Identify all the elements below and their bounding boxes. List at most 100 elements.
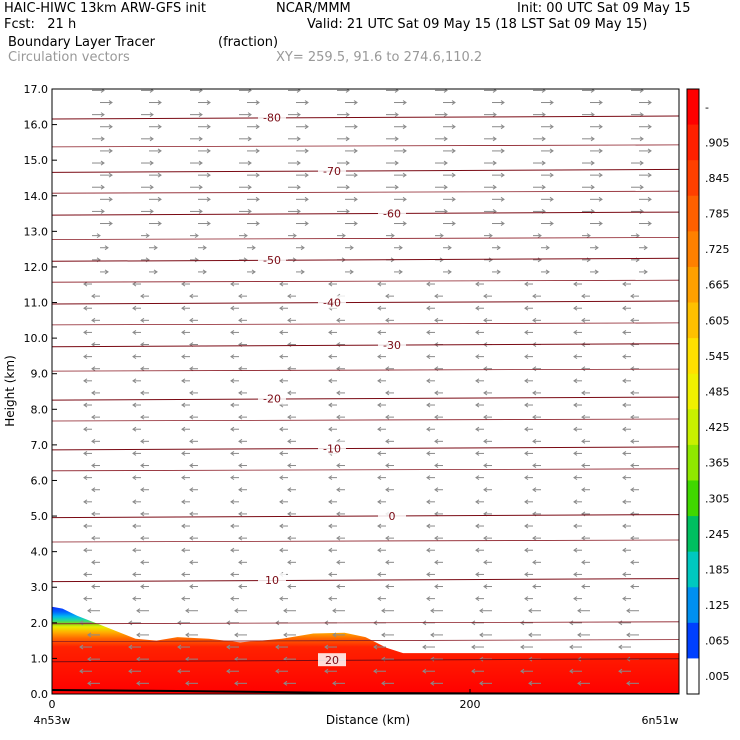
circulation-vector-head	[336, 390, 341, 396]
circulation-vector-head	[287, 463, 292, 468]
isotherm-line	[52, 211, 679, 216]
circulation-vector-head	[434, 293, 439, 299]
circulation-vector-head	[145, 233, 150, 239]
circulation-vector-head	[332, 680, 337, 686]
circulation-vector-head	[353, 196, 358, 202]
circulation-vector-head	[345, 136, 350, 142]
circulation-vector-head	[91, 317, 96, 323]
circulation-vector-head	[283, 680, 288, 686]
circulation-vector-head	[626, 632, 631, 638]
isotherm-label: -10	[323, 442, 341, 455]
isotherm-label: -70	[323, 165, 341, 178]
circulation-vector-head	[206, 172, 211, 178]
y-tick-label: 5.0	[31, 510, 49, 523]
circulation-vector-head	[189, 414, 194, 420]
circulation-vector-head	[91, 535, 96, 541]
isotherm-label: -80	[263, 111, 281, 124]
circulation-vector-head	[402, 172, 407, 178]
circulation-vector-head	[630, 366, 635, 372]
isotherm-label-bg	[378, 338, 406, 352]
circulation-vector-head	[443, 160, 448, 166]
isotherm-label-bg	[318, 653, 346, 667]
circulation-vector-head	[243, 233, 248, 239]
y-tick-label: 14.0	[24, 190, 49, 203]
circulation-vector-head	[394, 160, 399, 166]
circulation-vector-head	[520, 620, 525, 626]
circulation-vector-head	[402, 148, 407, 154]
circulation-vector-head	[532, 317, 537, 323]
circulation-vector-head	[594, 269, 599, 275]
isotherm-label: 0	[389, 510, 396, 523]
circulation-vector-head	[520, 668, 525, 674]
circulation-vector-head	[181, 572, 186, 577]
circulation-vector-head	[573, 281, 578, 287]
circulation-vector-head	[377, 402, 382, 408]
circulation-vector-head	[581, 463, 586, 468]
circulation-vector-head	[598, 124, 603, 130]
x-end-label-left: 4n53w	[34, 714, 71, 727]
circulation-vector-head	[524, 451, 529, 456]
circulation-vector-head	[447, 245, 452, 251]
circulation-vector-head	[475, 402, 480, 408]
circulation-vector-head	[426, 305, 431, 311]
circulation-vector-head	[475, 451, 480, 456]
circulation-vector-head	[475, 523, 480, 529]
circulation-vector-head	[549, 148, 554, 154]
circulation-vector-head	[647, 124, 652, 130]
circulation-vector-head	[496, 269, 501, 275]
circulation-vector-head	[647, 172, 652, 178]
circulation-vector-head	[304, 148, 309, 154]
circulation-vector-head	[83, 402, 88, 408]
colorbar-label: .785	[705, 208, 730, 221]
circulation-vector-head	[100, 136, 105, 142]
circulation-vector-head	[492, 160, 497, 166]
circulation-vector-head	[622, 305, 627, 311]
circulation-vector-head	[206, 124, 211, 130]
cross-section-coords: XY= 259.5, 91.6 to 274.6,110.2	[276, 50, 483, 65]
circulation-vector-head	[377, 426, 382, 432]
circulation-vector-head	[475, 281, 480, 287]
circulation-vector-head	[639, 136, 644, 142]
circulation-vector-head	[532, 559, 537, 565]
field-units: (fraction)	[218, 35, 279, 50]
circulation-vector-head	[108, 148, 113, 154]
circulation-vector-head	[336, 511, 341, 517]
colorbar-swatch	[687, 551, 699, 588]
circulation-vector-head	[287, 414, 292, 420]
circulation-vector-head	[108, 172, 113, 178]
circulation-vector-head	[83, 305, 88, 311]
circulation-vector-head	[328, 523, 333, 529]
circulation-vector-head	[198, 160, 203, 166]
circulation-vector-head	[108, 124, 113, 130]
circulation-vector-head	[132, 354, 137, 360]
circulation-vector-head	[483, 487, 488, 493]
circulation-vector-head	[402, 196, 407, 202]
isotherm-label-bg	[318, 441, 346, 455]
circulation-vector-head	[500, 196, 505, 202]
circulation-vector-head	[230, 281, 235, 287]
circulation-vector-head	[206, 148, 211, 154]
circulation-vector-head	[189, 559, 194, 565]
circulation-vector-head	[79, 620, 84, 626]
circulation-vector-head	[328, 499, 333, 505]
circulation-vector-head	[426, 354, 431, 360]
circulation-vector-head	[255, 172, 260, 178]
isotherm-line	[52, 257, 679, 262]
circulation-vector-head	[181, 281, 186, 287]
circulation-vector-head	[394, 184, 399, 190]
circulation-vector-head	[549, 172, 554, 178]
circulation-vector-head	[140, 463, 145, 468]
colorbar-label: .185	[705, 563, 730, 576]
circulation-vector-head	[524, 281, 529, 287]
circulation-vector-head	[189, 511, 194, 517]
circulation-vector-head	[87, 608, 92, 614]
circulation-vector-head	[524, 354, 529, 360]
circulation-vector-head	[573, 354, 578, 360]
circulation-vector-head	[647, 100, 652, 105]
circulation-vector-head	[108, 196, 113, 202]
y-tick-label: 6.0	[31, 474, 49, 487]
circulation-vector-head	[377, 305, 382, 311]
colorbar-label: -	[705, 101, 709, 114]
circulation-vector-head	[189, 487, 194, 493]
isotherm-label: 20	[325, 654, 339, 667]
